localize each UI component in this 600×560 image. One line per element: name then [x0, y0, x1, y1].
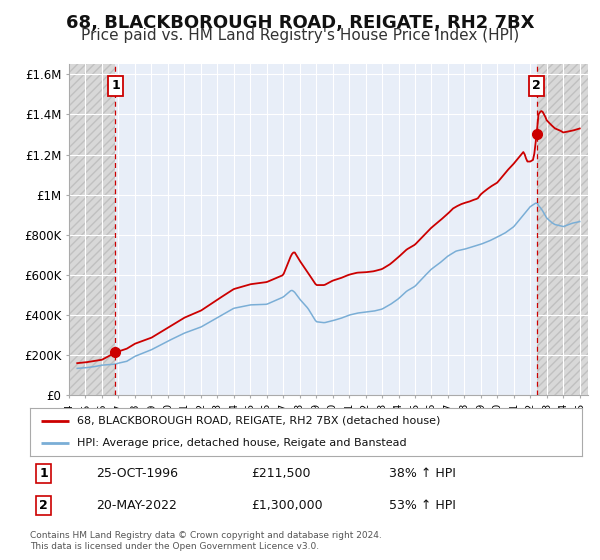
- Text: 38% ↑ HPI: 38% ↑ HPI: [389, 467, 455, 480]
- Text: 25-OCT-1996: 25-OCT-1996: [96, 467, 178, 480]
- Text: 2: 2: [40, 499, 48, 512]
- Text: HPI: Average price, detached house, Reigate and Banstead: HPI: Average price, detached house, Reig…: [77, 438, 407, 448]
- Text: 53% ↑ HPI: 53% ↑ HPI: [389, 499, 455, 512]
- Text: Price paid vs. HM Land Registry's House Price Index (HPI): Price paid vs. HM Land Registry's House …: [81, 28, 519, 43]
- Text: 1: 1: [40, 467, 48, 480]
- Text: 1: 1: [111, 80, 120, 92]
- Bar: [69, 64, 115, 395]
- Text: £1,300,000: £1,300,000: [251, 499, 322, 512]
- Text: Contains HM Land Registry data © Crown copyright and database right 2024.: Contains HM Land Registry data © Crown c…: [30, 531, 382, 540]
- Text: 68, BLACKBOROUGH ROAD, REIGATE, RH2 7BX: 68, BLACKBOROUGH ROAD, REIGATE, RH2 7BX: [66, 14, 534, 32]
- Text: 2: 2: [532, 80, 541, 92]
- Text: £211,500: £211,500: [251, 467, 310, 480]
- Bar: [536, 64, 588, 395]
- Text: 68, BLACKBOROUGH ROAD, REIGATE, RH2 7BX (detached house): 68, BLACKBOROUGH ROAD, REIGATE, RH2 7BX …: [77, 416, 440, 426]
- Text: This data is licensed under the Open Government Licence v3.0.: This data is licensed under the Open Gov…: [30, 542, 319, 550]
- Text: 20-MAY-2022: 20-MAY-2022: [96, 499, 177, 512]
